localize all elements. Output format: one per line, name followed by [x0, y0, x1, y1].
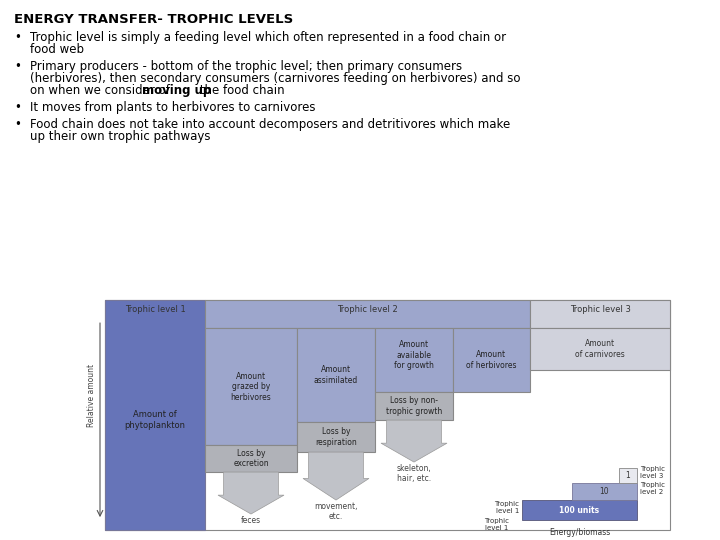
- Text: 1: 1: [626, 471, 631, 480]
- Text: the food chain: the food chain: [196, 84, 284, 97]
- Text: Trophic
level 1: Trophic level 1: [494, 501, 519, 514]
- Bar: [375, 328, 453, 392]
- Text: Trophic
level 2: Trophic level 2: [640, 482, 665, 495]
- Text: Loss by
excretion: Loss by excretion: [233, 449, 269, 468]
- Text: Loss by
respiration: Loss by respiration: [315, 427, 357, 447]
- Bar: [105, 300, 205, 530]
- Text: Trophic
level 3: Trophic level 3: [640, 466, 665, 479]
- Text: Food chain does not take into account decomposers and detritivores which make: Food chain does not take into account de…: [30, 118, 510, 131]
- Bar: [205, 328, 297, 445]
- Bar: [572, 483, 637, 500]
- Bar: [297, 422, 375, 452]
- Bar: [453, 328, 530, 392]
- Text: Amount
of herbivores: Amount of herbivores: [467, 350, 517, 370]
- Text: Amount
available
for growth: Amount available for growth: [394, 340, 434, 370]
- Text: Trophic level 1: Trophic level 1: [125, 305, 185, 314]
- Text: Trophic level is simply a feeding level which often represented in a food chain : Trophic level is simply a feeding level …: [30, 31, 506, 44]
- Text: 10: 10: [600, 487, 609, 496]
- Polygon shape: [303, 452, 369, 500]
- Text: (herbivores), then secondary consumers (carnivores feeding on herbivores) and so: (herbivores), then secondary consumers (…: [30, 72, 521, 85]
- Bar: [205, 445, 297, 472]
- Text: It moves from plants to herbivores to carnivores: It moves from plants to herbivores to ca…: [30, 101, 315, 114]
- Bar: [105, 300, 670, 530]
- Text: movement,
etc.: movement, etc.: [314, 502, 358, 522]
- Text: Amount
grazed by
herbivores: Amount grazed by herbivores: [230, 372, 271, 402]
- Text: food web: food web: [30, 43, 84, 56]
- Text: Energy/biomass: Energy/biomass: [549, 528, 610, 537]
- Text: Amount
of carnivores: Amount of carnivores: [575, 340, 625, 359]
- Text: Amount
assimilated: Amount assimilated: [314, 366, 358, 385]
- Bar: [530, 300, 670, 328]
- Text: •: •: [14, 60, 21, 73]
- Text: skeleton,
hair, etc.: skeleton, hair, etc.: [397, 464, 431, 483]
- Polygon shape: [218, 472, 284, 514]
- Text: 100 units: 100 units: [559, 505, 600, 515]
- Text: up their own trophic pathways: up their own trophic pathways: [30, 130, 210, 143]
- Text: ENERGY TRANSFER- TROPHIC LEVELS: ENERGY TRANSFER- TROPHIC LEVELS: [14, 13, 293, 26]
- Text: moving up: moving up: [142, 84, 211, 97]
- Text: Amount of
phytoplankton: Amount of phytoplankton: [125, 410, 186, 430]
- Text: •: •: [14, 31, 21, 44]
- Text: •: •: [14, 118, 21, 131]
- Bar: [375, 392, 453, 420]
- Text: Loss by non-
trophic growth: Loss by non- trophic growth: [386, 396, 442, 416]
- Bar: [530, 328, 670, 370]
- Text: Relative amount: Relative amount: [88, 363, 96, 427]
- Polygon shape: [381, 420, 447, 462]
- Text: •: •: [14, 101, 21, 114]
- Text: Trophic level 2: Trophic level 2: [337, 305, 398, 314]
- Text: feces: feces: [241, 516, 261, 525]
- Bar: [619, 468, 637, 483]
- Bar: [205, 300, 530, 328]
- Text: on when we consider of: on when we consider of: [30, 84, 174, 97]
- Bar: [522, 500, 637, 520]
- Text: Trophic level 3: Trophic level 3: [570, 305, 631, 314]
- Text: Trophic
level 1: Trophic level 1: [485, 518, 510, 531]
- Bar: [297, 328, 375, 422]
- Text: Primary producers - bottom of the trophic level; then primary consumers: Primary producers - bottom of the trophi…: [30, 60, 462, 73]
